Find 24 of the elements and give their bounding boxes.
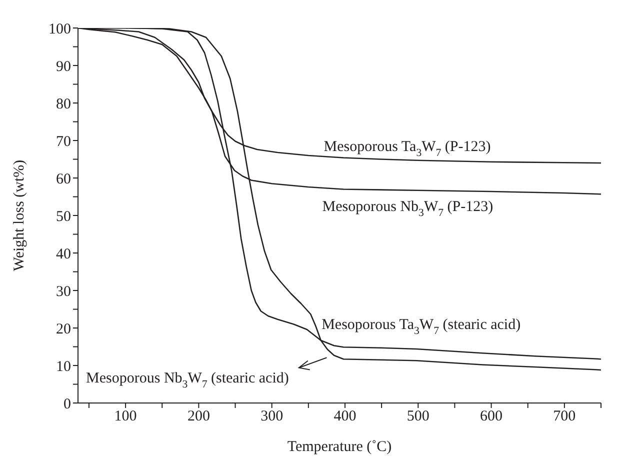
- series-label: Mesoporous Ta$_{3}$W$_{7}$ (stearic acid): [322, 317, 521, 338]
- y-tick-label: 30: [56, 284, 71, 300]
- y-tick-label: 90: [56, 58, 71, 75]
- x-tick-label: 200: [187, 408, 210, 425]
- text: Mesoporous Nb$_{3}$W$_{7}$ (stearic acid): [86, 370, 289, 391]
- y-axis-title: Weight loss (wt%): [11, 160, 28, 272]
- y-tick-label: 70: [56, 134, 71, 150]
- series-label: Mesoporous Nb$_{3}$W$_{7}$ (P-123): [322, 199, 494, 220]
- x-tick-label: 500: [406, 408, 430, 425]
- x-tick-label: 600: [480, 408, 503, 425]
- y-tick-label: 60: [56, 171, 71, 188]
- y-tick-label: 20: [56, 321, 71, 338]
- y-tick-label: 0: [64, 396, 71, 412]
- y-tick-label: 40: [56, 246, 71, 262]
- x-tick-label: 100: [114, 408, 137, 425]
- y-tick-label: 50: [56, 208, 71, 225]
- y-tick-label: 10: [56, 358, 71, 375]
- x-axis-title: Temperature (˚C): [287, 439, 392, 455]
- series-label: Mesoporous Ta$_{3}$W$_{7}$ (P-123): [324, 139, 491, 160]
- y-tick-label: 80: [56, 96, 71, 112]
- x-tick-label: 400: [334, 408, 356, 425]
- x-tick-label: 300: [260, 408, 284, 425]
- x-tick-label: 700: [553, 408, 576, 425]
- y-tick-label: 100: [48, 21, 71, 38]
